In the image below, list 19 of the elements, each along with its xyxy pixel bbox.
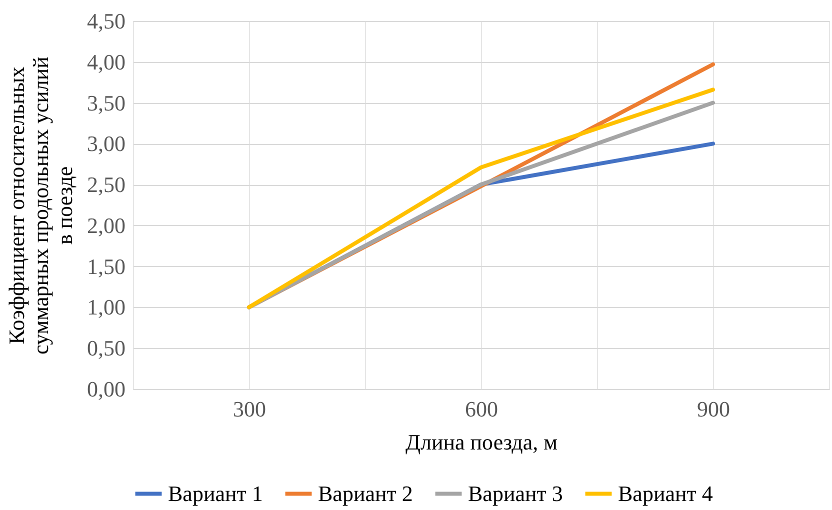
legend-label: Вариант 4: [618, 480, 713, 506]
y-tick-label: 0,50: [87, 336, 126, 361]
x-tick-label: 900: [697, 396, 730, 422]
legend-label: Вариант 1: [168, 480, 263, 506]
y-tick-label: 1,50: [87, 254, 126, 279]
y-tick-label: 3,50: [87, 90, 126, 116]
x-tick-label: 600: [465, 396, 498, 422]
y-axis-title: Коэффициент относительных суммарных продольных усилий в поезде: [4, 56, 77, 354]
x-tick-label: 300: [233, 396, 266, 422]
y-tick-label: 4,00: [87, 49, 126, 74]
y-tick-label: 0,00: [87, 376, 126, 402]
y-tick-label: 2,50: [87, 172, 126, 198]
y-tick-label: 2,00: [87, 212, 126, 238]
legend-label: Вариант 2: [318, 480, 413, 506]
legend-label: Вариант 3: [468, 480, 563, 506]
x-axis-title: Длина поезда, м: [405, 430, 558, 454]
y-tick-label: 3,00: [87, 131, 126, 156]
y-tick-label: 1,00: [87, 294, 126, 320]
y-tick-label: 4,50: [87, 8, 126, 34]
